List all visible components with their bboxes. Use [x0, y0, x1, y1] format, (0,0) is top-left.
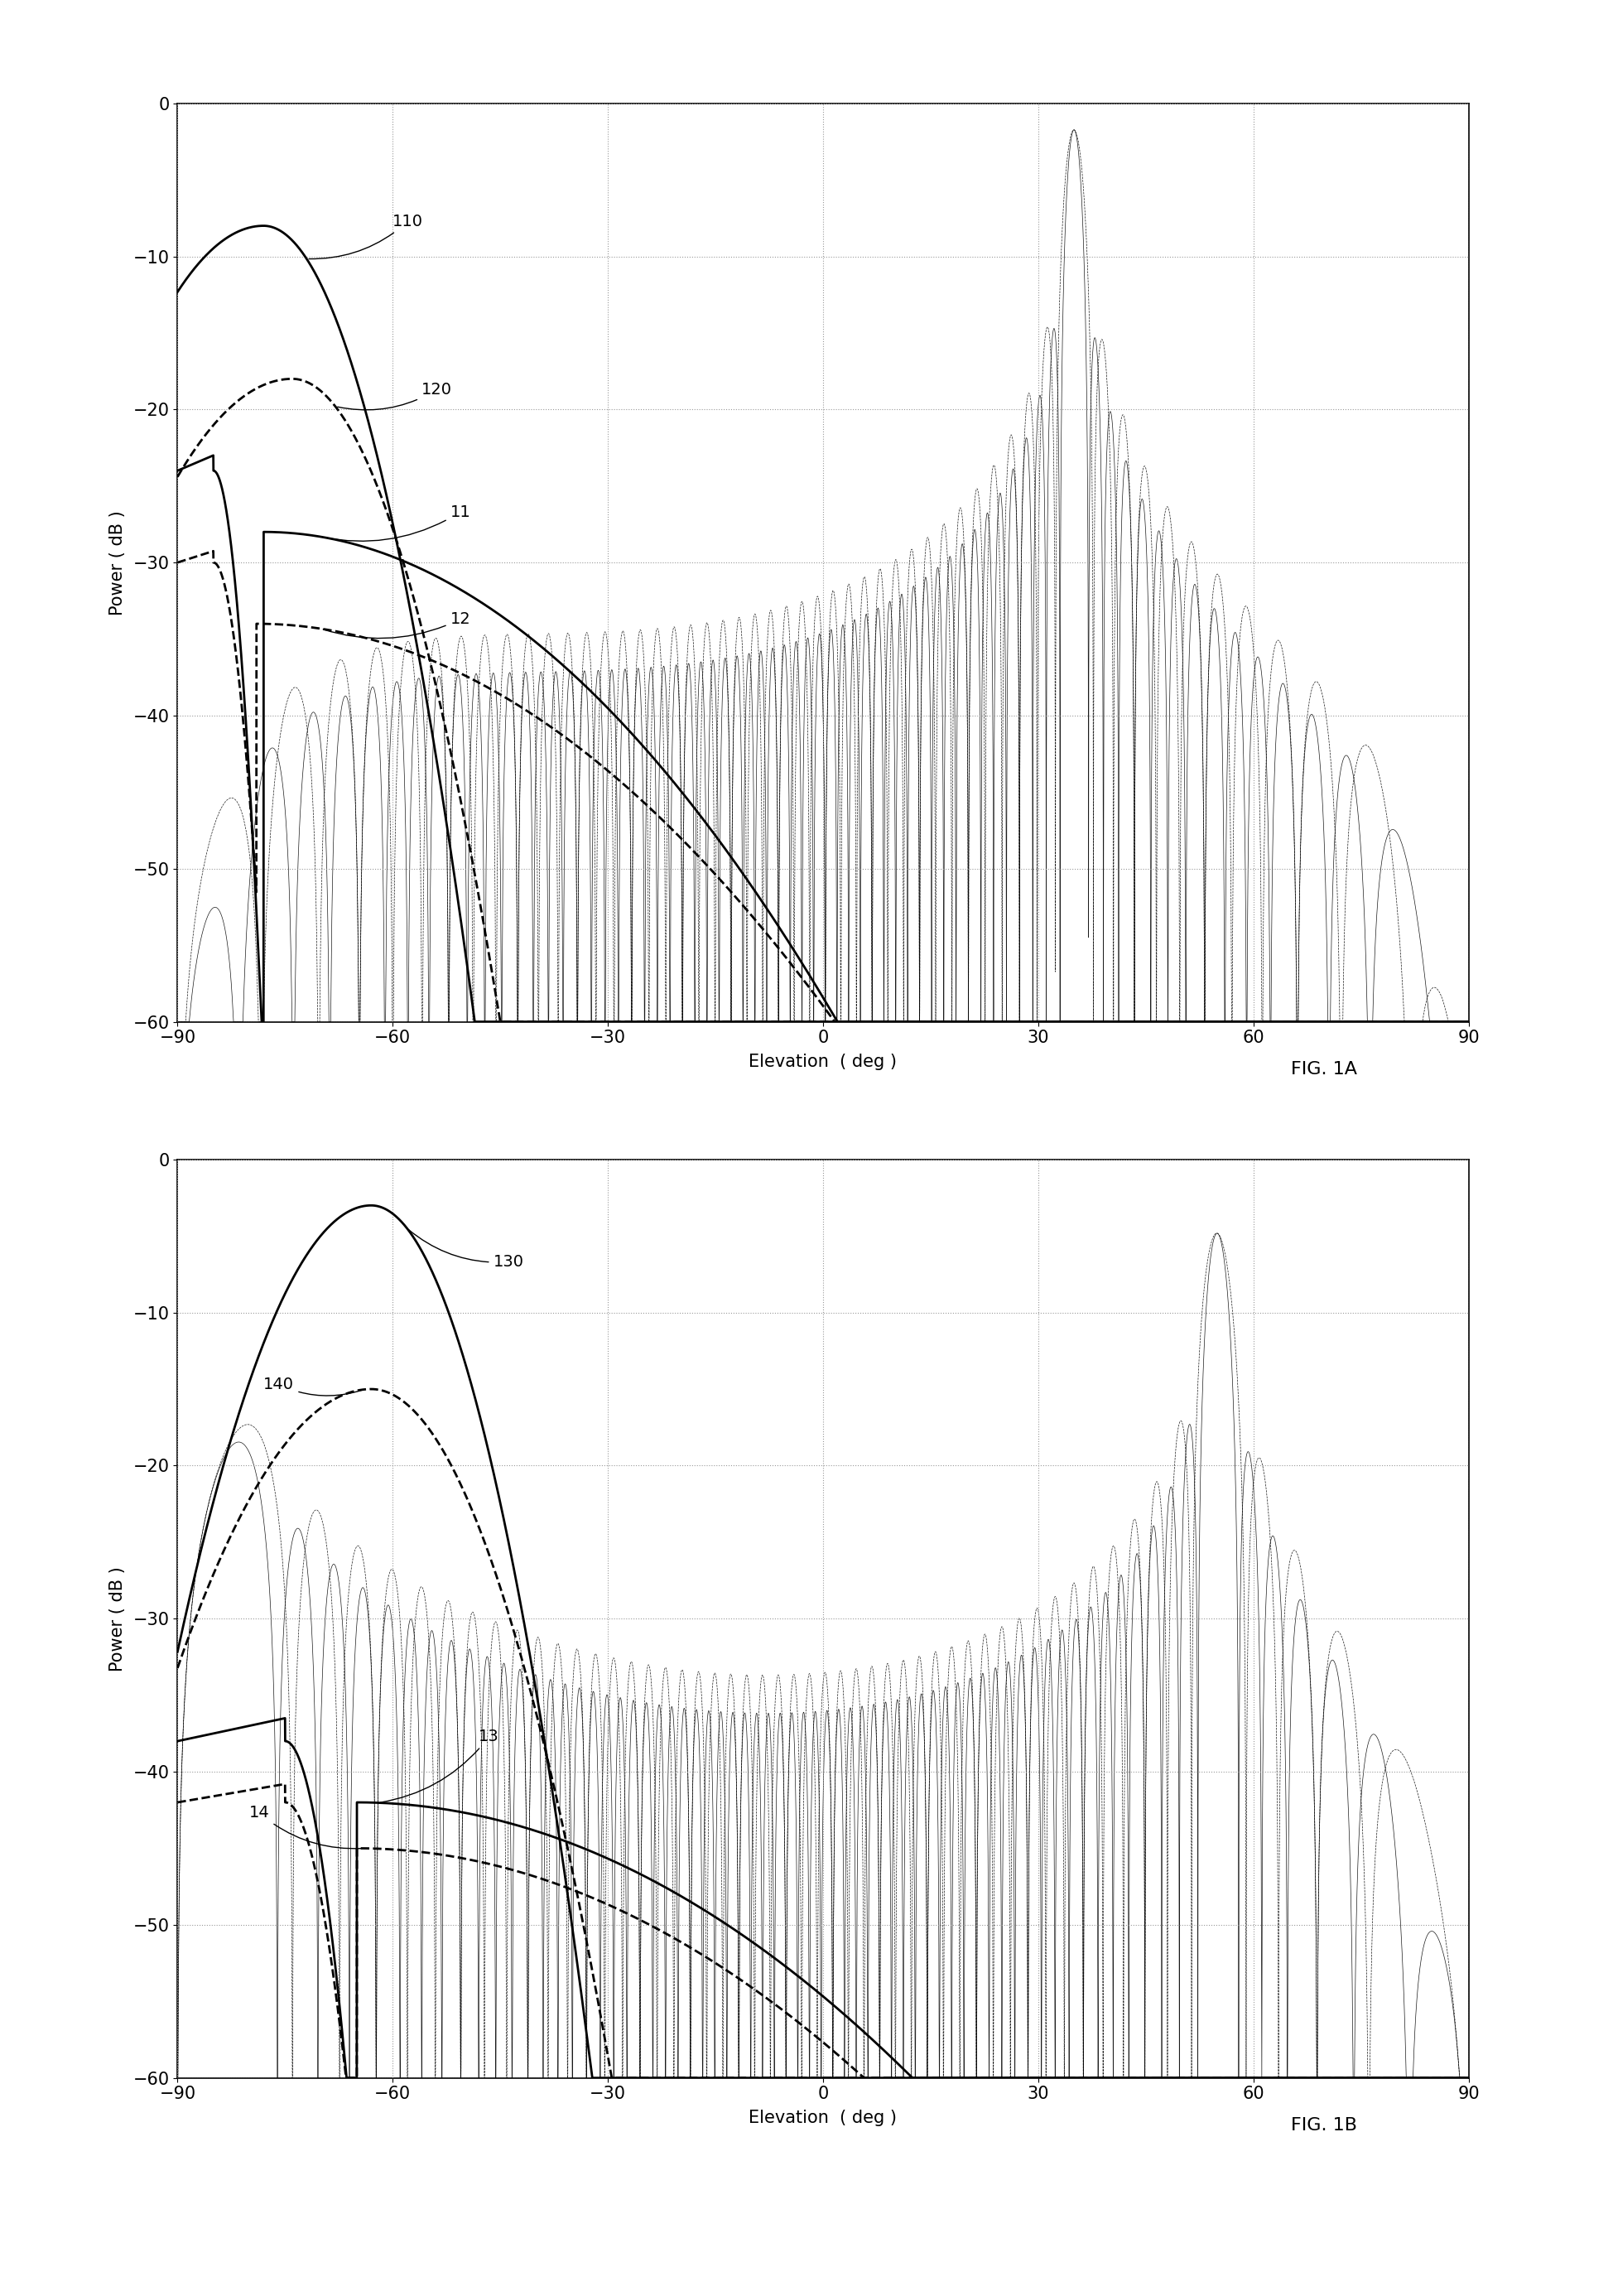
Text: 130: 130 — [408, 1231, 524, 1270]
Text: 14: 14 — [248, 1805, 361, 1848]
Text: FIG. 1A: FIG. 1A — [1290, 1061, 1357, 1077]
X-axis label: Elevation  ( deg ): Elevation ( deg ) — [748, 2110, 897, 2126]
Text: 13: 13 — [381, 1729, 498, 1802]
Text: FIG. 1B: FIG. 1B — [1290, 2117, 1357, 2133]
Text: 110: 110 — [308, 214, 423, 259]
Text: 140: 140 — [263, 1378, 361, 1396]
X-axis label: Elevation  ( deg ): Elevation ( deg ) — [748, 1054, 897, 1070]
Y-axis label: Power ( dB ): Power ( dB ) — [110, 510, 126, 615]
Text: 12: 12 — [323, 611, 471, 638]
Text: 120: 120 — [337, 381, 452, 411]
Y-axis label: Power ( dB ): Power ( dB ) — [110, 1566, 126, 1671]
Text: 11: 11 — [323, 505, 471, 542]
